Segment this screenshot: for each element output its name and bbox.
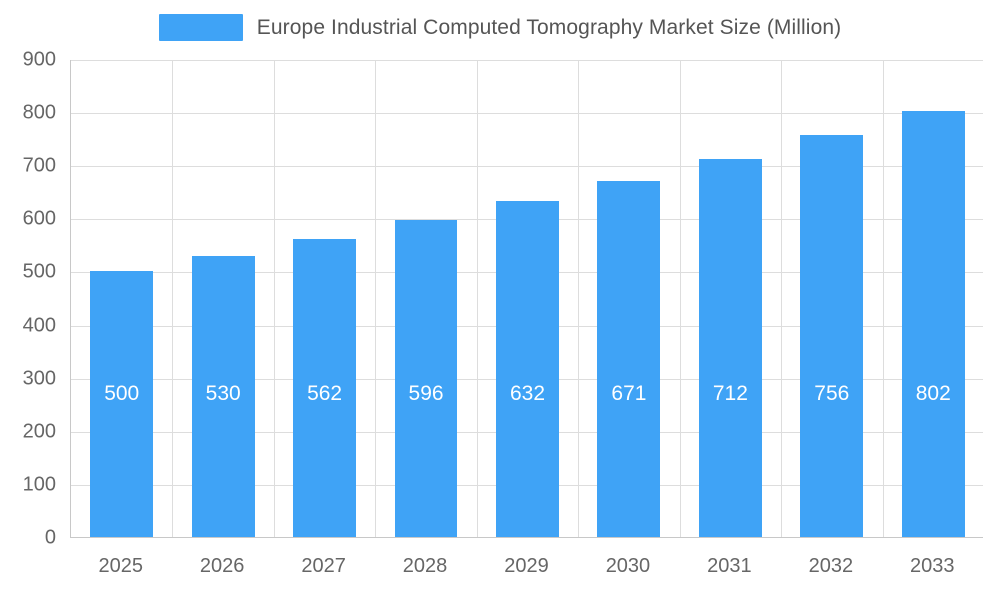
- legend-label: Europe Industrial Computed Tomography Ma…: [256, 15, 842, 39]
- x-axis-tick-label: 2030: [605, 555, 651, 577]
- gridline-vertical: [578, 60, 580, 537]
- x-axis-tick-label: 2029: [504, 555, 549, 577]
- chart-legend: Europe Industrial Computed Tomography Ma…: [0, 14, 1000, 41]
- gridline: [71, 113, 983, 115]
- y-axis-tick-label: 200: [22, 420, 56, 443]
- bar[interactable]: 530: [191, 255, 255, 537]
- gridline-vertical: [476, 60, 478, 537]
- bar[interactable]: 712: [698, 158, 762, 537]
- x-axis-tick-label: 2028: [402, 555, 448, 577]
- x-axis-labels: 2025 2026 2027 2028 2029 2030 2031 2032 2033: [70, 545, 983, 585]
- bar[interactable]: 596: [394, 220, 458, 537]
- bar-value-label: 756: [814, 382, 850, 405]
- bar[interactable]: 562: [293, 238, 357, 537]
- bar-value-label: 530: [205, 382, 241, 405]
- bar-value-label: 712: [712, 382, 748, 405]
- plot-area: 500 530 562 596 632 671 712 756 802: [70, 60, 983, 538]
- x-axis-tick-label: 2027: [301, 555, 346, 577]
- bar[interactable]: 632: [496, 201, 559, 537]
- y-axis-tick-label: 600: [22, 207, 56, 230]
- bar-value-label: 632: [509, 382, 546, 405]
- gridline-vertical: [882, 60, 884, 537]
- x-axis-tick-label: 2025: [98, 555, 143, 577]
- gridline: [71, 166, 983, 168]
- x-axis-tick-label: 2031: [707, 555, 752, 577]
- bar-value-label: 802: [915, 382, 951, 405]
- x-axis-tick-label: 2026: [199, 555, 245, 577]
- bar-value-label: 671: [611, 382, 647, 405]
- bar-value-label: 500: [104, 382, 140, 405]
- x-axis-tick-label: 2033: [910, 555, 955, 577]
- y-axis-tick-label: 0: [44, 526, 56, 549]
- y-axis-tick-label: 300: [22, 367, 56, 390]
- gridline-vertical: [375, 60, 377, 537]
- gridline-vertical: [172, 60, 174, 537]
- gridline: [71, 60, 983, 61]
- y-axis-tick-label: 800: [22, 101, 56, 124]
- bar[interactable]: 671: [597, 180, 661, 537]
- bar[interactable]: 500: [90, 271, 154, 537]
- gridline-vertical: [273, 60, 275, 537]
- bar[interactable]: 756: [800, 135, 864, 537]
- bar-value-label: 562: [307, 382, 343, 405]
- y-axis-tick-label: 100: [22, 473, 56, 496]
- y-axis-tick-label: 500: [22, 260, 56, 283]
- gridline-vertical: [781, 60, 783, 537]
- legend-swatch[interactable]: [158, 14, 243, 41]
- x-axis-tick-label: 2032: [808, 555, 854, 577]
- bar[interactable]: 802: [901, 111, 965, 537]
- y-axis-tick-label: 900: [22, 48, 56, 71]
- y-axis-labels: 0 100 200 300 400 500 600 700 800 900: [0, 49, 56, 549]
- gridline-vertical: [679, 60, 681, 537]
- y-axis-tick-label: 400: [22, 314, 56, 337]
- y-axis-tick-label: 700: [22, 154, 56, 177]
- bar-value-label: 596: [408, 382, 444, 405]
